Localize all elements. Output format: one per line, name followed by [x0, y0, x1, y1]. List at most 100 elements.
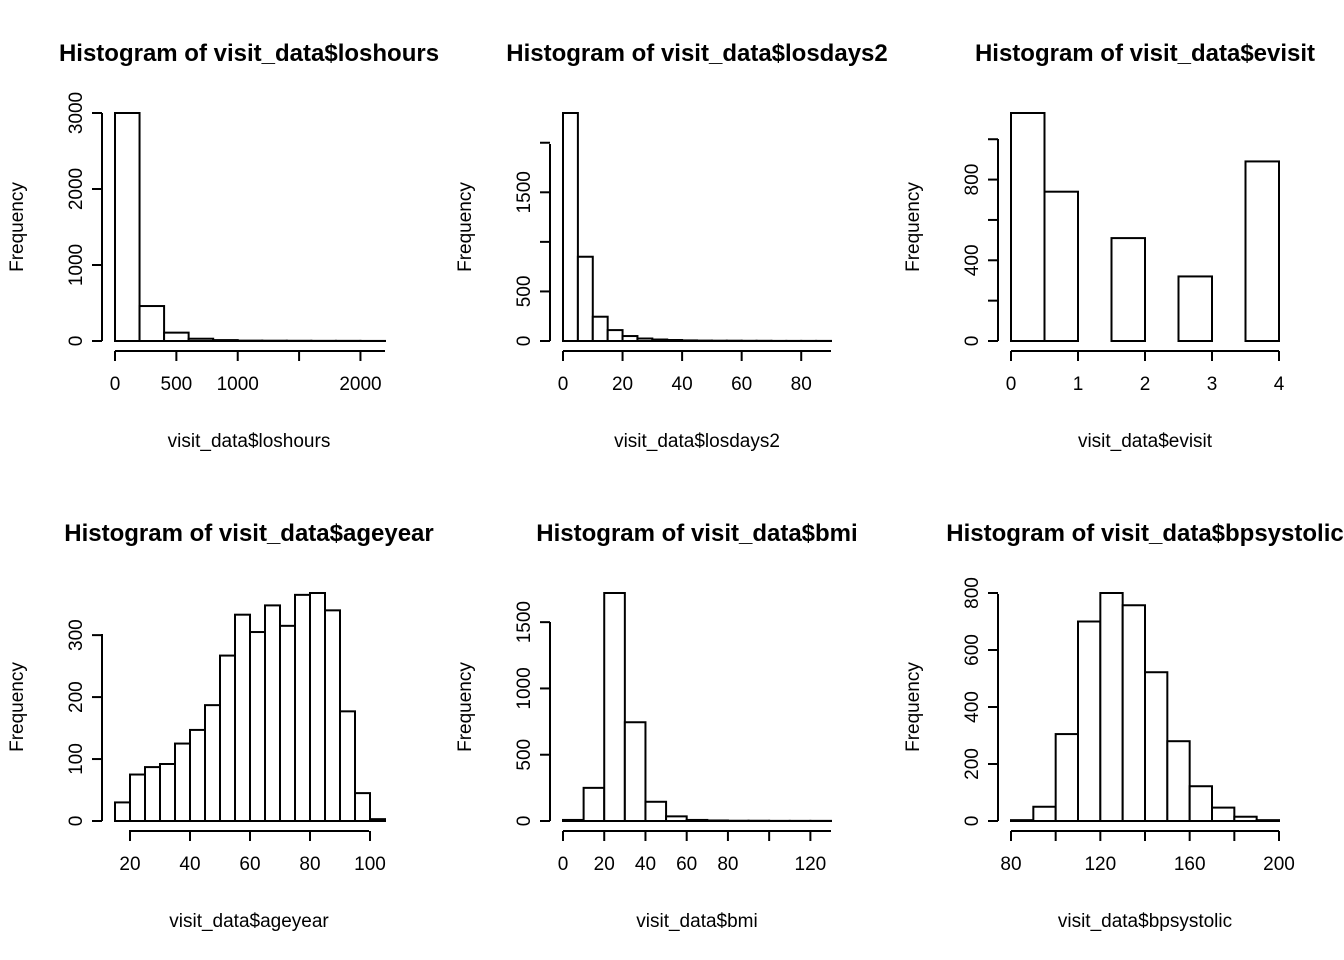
histogram-bar — [114, 112, 141, 342]
x-axis-label: visit_data$bmi — [636, 911, 757, 932]
x-axis-label: visit_data$loshours — [168, 431, 331, 452]
histogram-bar — [1121, 604, 1146, 822]
y-tick-label: 800 — [962, 164, 983, 196]
chart-title: Histogram of visit_data$bmi — [536, 520, 857, 547]
x-tick-label: 60 — [731, 374, 752, 395]
x-tick-label: 80 — [299, 854, 320, 875]
histogram-bar — [1099, 592, 1124, 822]
histogram-bar — [144, 766, 161, 823]
y-tick-label: 400 — [962, 244, 983, 276]
x-axis-label: visit_data$losdays2 — [614, 431, 780, 452]
x-tick-label: 0 — [558, 374, 569, 395]
y-axis-label: Frequency — [455, 662, 476, 752]
histogram-panel-3: Histogram of visit_data$evisit 0 1 2 3 4 0 400 8… — [903, 40, 1315, 452]
histogram-bar — [636, 337, 654, 342]
x-axis-label: visit_data$evisit — [1078, 431, 1213, 452]
x-tick-label: 3 — [1207, 374, 1218, 395]
histogram-bar — [309, 592, 326, 822]
histogram-bar — [264, 604, 281, 822]
histogram-bar — [138, 305, 166, 343]
x-tick-label: 40 — [179, 854, 200, 875]
histogram-bar — [174, 742, 191, 822]
x-tick-label: 0 — [110, 374, 121, 395]
y-tick-label: 0 — [514, 816, 535, 827]
histogram-bar — [187, 337, 215, 343]
x-tick-label: 80 — [1000, 854, 1021, 875]
histogram-panel-2: Histogram of visit_data$losdays2 0 20 40 60 8… — [455, 40, 888, 452]
x-tick-label: 1 — [1073, 374, 1084, 395]
histogram-bar — [1077, 620, 1102, 822]
x-tick-label: 0 — [1006, 374, 1017, 395]
y-tick-label: 100 — [66, 743, 87, 775]
histogram-bar — [665, 815, 688, 823]
histogram-bar — [354, 792, 371, 823]
histogram-bar — [1144, 671, 1169, 822]
histogram-bar — [114, 801, 131, 822]
x-tick-label: 1000 — [217, 374, 259, 395]
x-axis-label: visit_data$bpsystolic — [1058, 911, 1232, 932]
x-tick-label: 60 — [239, 854, 260, 875]
x-tick-label: 200 — [1263, 854, 1295, 875]
histogram-bar — [234, 613, 251, 822]
histogram-bar — [685, 818, 709, 822]
histogram-bar — [706, 819, 729, 823]
y-tick-label: 0 — [962, 336, 983, 347]
histogram-bar — [1233, 815, 1258, 822]
y-tick-label: 1500 — [514, 601, 535, 643]
histogram-bar — [1010, 112, 1046, 342]
y-tick-label: 400 — [962, 691, 983, 723]
y-tick-label: 600 — [962, 634, 983, 666]
histogram-panel-1: Histogram of visit_data$loshours 0 500 1000… — [7, 40, 439, 452]
y-tick-label: 0 — [514, 336, 535, 347]
x-tick-label: 500 — [161, 374, 193, 395]
x-tick-label: 40 — [635, 854, 656, 875]
x-tick-label: 60 — [676, 854, 697, 875]
histogram-bar — [562, 818, 585, 822]
histogram-bar — [212, 339, 239, 343]
histogram-bar — [204, 704, 221, 822]
histogram-bar — [1032, 805, 1057, 822]
x-tick-label: 2 — [1140, 374, 1151, 395]
histogram-bar — [1110, 237, 1146, 343]
y-tick-label: 0 — [66, 336, 87, 347]
histogram-bar — [339, 710, 356, 823]
x-tick-label: 20 — [594, 854, 615, 875]
y-axis-label: Frequency — [7, 182, 28, 272]
histogram-bar — [129, 773, 146, 822]
y-tick-label: 500 — [514, 276, 535, 308]
y-tick-label: 200 — [66, 681, 87, 713]
chart-title: Histogram of visit_data$losdays2 — [506, 40, 887, 67]
histogram-panel-5: Histogram of visit_data$bmi 0 20 40 60 80 120 0… — [455, 520, 858, 932]
y-tick-label: 500 — [514, 739, 535, 771]
y-tick-label: 2000 — [66, 168, 87, 210]
histogram-bar — [324, 609, 341, 823]
histogram-bar — [1255, 819, 1280, 823]
histogram-bar — [1177, 275, 1213, 342]
histogram-bar — [163, 331, 190, 343]
y-tick-label: 300 — [66, 619, 87, 651]
histogram-bar — [1043, 190, 1079, 342]
chart-title: Histogram of visit_data$evisit — [975, 40, 1315, 67]
x-tick-label: 4 — [1274, 374, 1285, 395]
histogram-panel-6: Histogram of visit_data$bpsystolic 80 120 1… — [903, 520, 1344, 932]
x-tick-label: 100 — [354, 854, 386, 875]
y-tick-label: 3000 — [66, 92, 87, 134]
histogram-bar — [666, 339, 684, 343]
histogram-bar — [576, 255, 594, 343]
histogram-bar — [681, 339, 698, 342]
y-tick-label: 200 — [962, 748, 983, 780]
histogram-bar — [606, 329, 624, 342]
histogram-panel-4: Histogram of visit_data$ageyear 20 40 60 80 1… — [7, 520, 434, 932]
histogram-bar — [1010, 819, 1035, 823]
x-tick-label: 120 — [1084, 854, 1116, 875]
chart-title: Histogram of visit_data$bpsystolic — [946, 520, 1343, 547]
histogram-bar — [294, 593, 311, 823]
x-tick-label: 160 — [1174, 854, 1206, 875]
chart-title: Histogram of visit_data$loshours — [59, 40, 439, 67]
histogram-bar — [1166, 740, 1191, 823]
histogram-bar — [219, 654, 236, 823]
histogram-bar — [603, 592, 626, 822]
histogram-bar — [621, 335, 639, 343]
y-axis-label: Frequency — [903, 662, 924, 752]
